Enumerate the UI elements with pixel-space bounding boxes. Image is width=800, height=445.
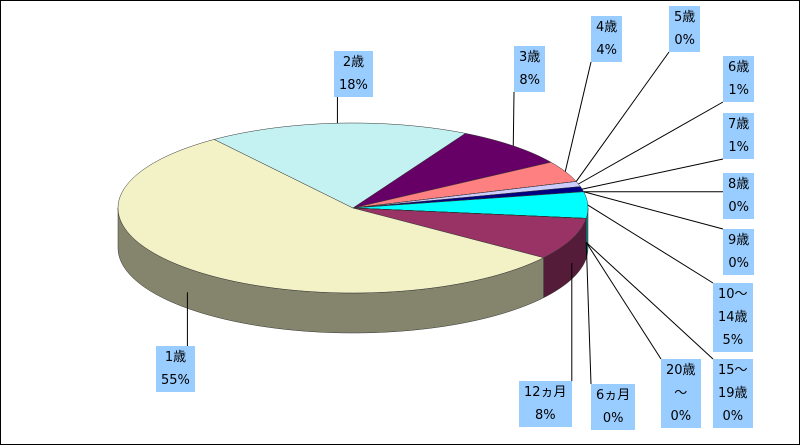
slice (352, 207, 587, 258)
label-value: 55% (161, 373, 190, 388)
label-value: 4% (596, 43, 617, 58)
data-label: 6ヵ月 0% (591, 384, 636, 430)
data-label: 15～ 19歳 0% (713, 359, 753, 428)
slice (213, 122, 467, 209)
leader-line (578, 101, 724, 185)
label-value: 5% (722, 333, 744, 348)
label-category: 20歳 ～ (666, 363, 696, 401)
leader-line (585, 242, 662, 360)
data-label: 7歳 1% (723, 113, 755, 159)
label-category: 10～ 14歳 (718, 287, 748, 325)
label-category: 9歳 (728, 233, 750, 248)
data-label: 10～ 14歳 5% (713, 283, 753, 352)
label-category: 2歳 (342, 55, 365, 70)
leader-line (582, 158, 724, 190)
label-value: 1% (728, 83, 749, 98)
label-value: 0% (722, 409, 744, 424)
leader-line (512, 91, 515, 146)
label-category: 6歳 (728, 60, 750, 75)
label-value: 1% (728, 140, 749, 155)
leader-line (585, 242, 592, 385)
label-category: 15～ 19歳 (718, 363, 748, 401)
data-label: 4歳 4% (591, 16, 623, 62)
label-value: 0% (674, 33, 695, 48)
label-value: 8% (519, 73, 540, 88)
slice (352, 161, 577, 209)
label-value: 0% (602, 411, 624, 426)
label-category: 12ヵ月 (524, 385, 567, 400)
slice (352, 207, 587, 219)
label-value: 8% (534, 408, 556, 423)
leader-line (575, 51, 670, 182)
slice (352, 133, 552, 209)
label-value: 0% (728, 256, 749, 271)
label-value: 0% (728, 200, 749, 215)
leader-line (564, 61, 592, 172)
data-label: 9歳 0% (723, 229, 755, 275)
data-label: 2歳 18% (334, 51, 373, 97)
label-category: 8歳 (728, 177, 750, 192)
slice (352, 191, 589, 219)
data-label: 1歳 55% (156, 346, 195, 392)
label-category: 3歳 (519, 50, 541, 65)
data-label: 8歳 0% (723, 173, 755, 219)
data-label: 12ヵ月 8% (519, 381, 572, 427)
slice (117, 139, 545, 294)
leader-line (583, 191, 724, 230)
data-label: 5歳 0% (669, 6, 701, 52)
data-label: 3歳 8% (514, 46, 546, 92)
label-category: 6ヵ月 (596, 388, 631, 403)
leader-line (587, 204, 714, 284)
label-category: 4歳 (596, 20, 618, 35)
label-category: 5歳 (674, 10, 696, 25)
leader-line (585, 241, 714, 360)
label-value: 0% (670, 409, 692, 424)
data-label: 20歳 ～ 0% (661, 359, 701, 428)
label-category: 7歳 (728, 117, 750, 132)
data-label: 6歳 1% (723, 56, 755, 102)
label-category: 1歳 (164, 350, 187, 365)
label-value: 18% (339, 78, 368, 93)
